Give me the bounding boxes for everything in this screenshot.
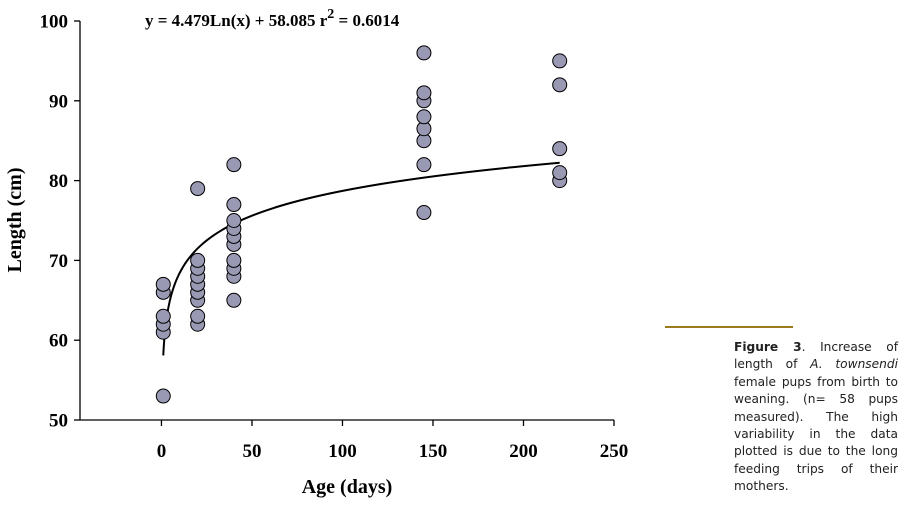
y-tick-label: 60 <box>49 331 68 352</box>
data-point <box>416 157 432 173</box>
y-tick-label: 70 <box>49 251 68 272</box>
x-tick-label: 200 <box>509 441 538 462</box>
data-point <box>190 252 206 268</box>
data-point <box>155 276 171 292</box>
x-tick-label: 250 <box>600 441 629 462</box>
equation-exponent: 2 <box>327 7 334 22</box>
data-point <box>552 53 568 69</box>
figure-label: Figure 3 <box>734 340 802 354</box>
y-axis-title: Length (cm) <box>4 168 26 273</box>
x-tick-label: 50 <box>242 441 261 462</box>
data-point <box>226 292 242 308</box>
data-point <box>155 308 171 324</box>
x-tick-label: 150 <box>419 441 448 462</box>
caption-divider <box>665 326 793 328</box>
caption-text-after: female pups from birth to weaning. (n= 5… <box>734 374 898 494</box>
regression-equation: y = 4.479Ln(x) + 58.085 r2 = 0.6014 <box>145 7 400 30</box>
y-tick-label: 80 <box>49 171 68 192</box>
data-point <box>226 213 242 228</box>
data-point <box>416 109 432 125</box>
x-tick-label: 100 <box>328 441 357 462</box>
x-tick-label: 0 <box>157 441 167 462</box>
data-point <box>416 85 432 101</box>
caption-text-before: . Increase of length of <box>734 340 898 372</box>
data-point <box>190 181 206 197</box>
data-point <box>552 77 568 93</box>
equation-prefix: y = 4.479Ln(x) + 58.085 r <box>145 11 328 30</box>
trendline <box>162 161 560 356</box>
data-point <box>155 388 171 404</box>
axis-ticks-group: 50 60 70 80 90 100 0 50 100 150 200 250 <box>40 12 629 463</box>
data-point <box>416 45 432 61</box>
data-point <box>552 165 568 181</box>
y-tick-label: 100 <box>40 12 69 33</box>
data-points-group <box>155 45 568 404</box>
figure-caption: Figure 3. Increase of length of A. towns… <box>734 339 898 496</box>
data-point <box>416 205 432 221</box>
data-point <box>190 308 206 324</box>
y-tick-label: 90 <box>49 91 68 112</box>
data-point <box>226 252 242 268</box>
data-point <box>226 197 242 213</box>
y-tick-label: 50 <box>49 411 68 432</box>
x-axis-title: Age (days) <box>302 476 393 498</box>
data-point <box>552 141 568 157</box>
caption-species: A. townsendi <box>810 357 898 372</box>
equation-suffix: = 0.6014 <box>334 11 399 30</box>
data-point <box>226 157 242 173</box>
